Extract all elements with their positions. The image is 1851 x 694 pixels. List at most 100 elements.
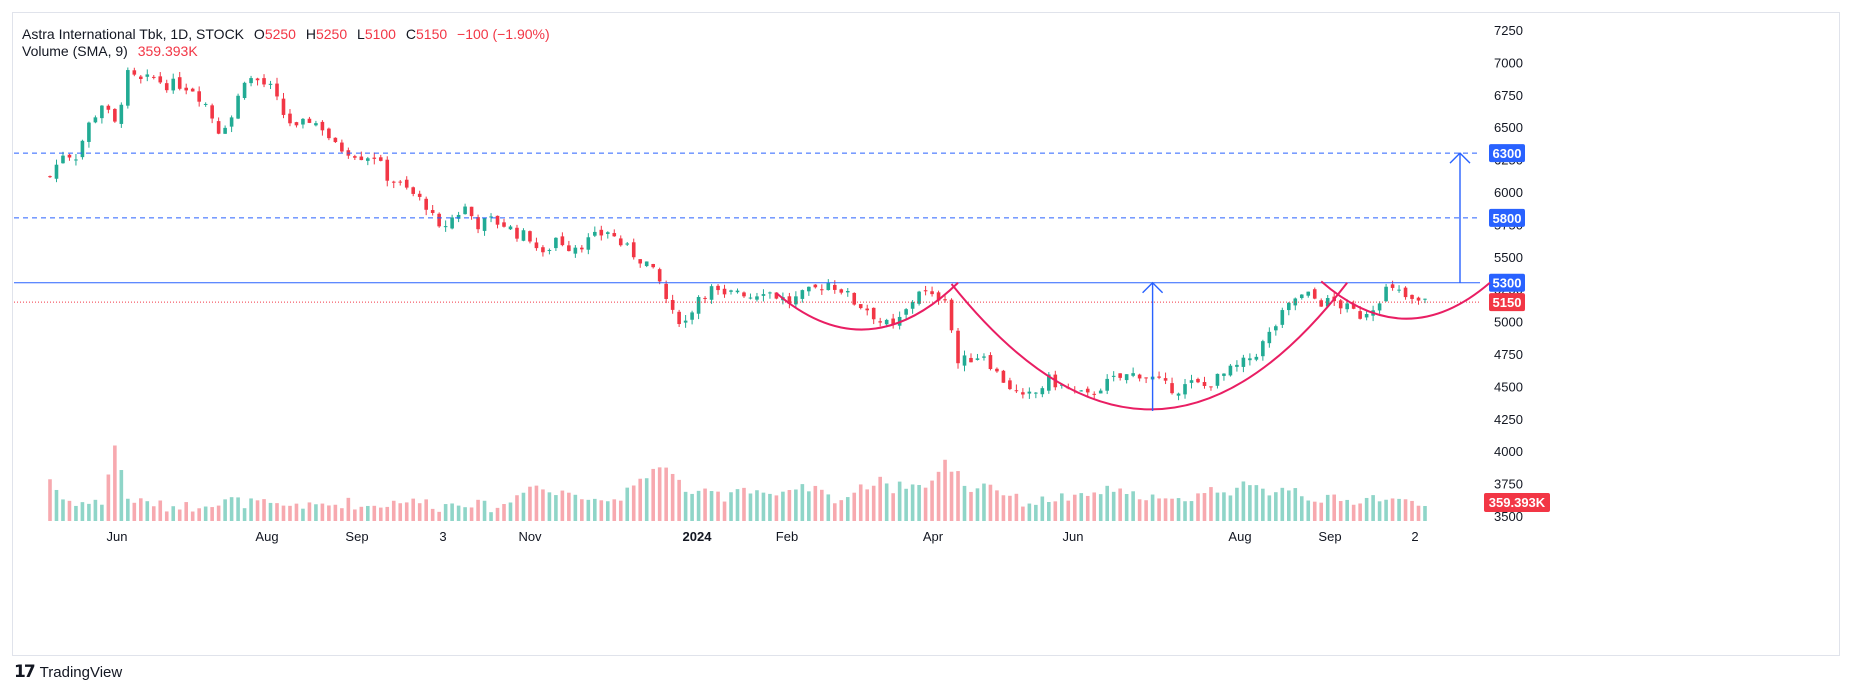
candle-body <box>430 210 435 213</box>
candle-body <box>398 181 403 183</box>
volume-bar <box>865 489 870 521</box>
candle-body <box>301 118 305 125</box>
candle-body <box>119 104 124 124</box>
volume-bar <box>832 503 837 521</box>
candle-body <box>631 242 636 258</box>
candle-body <box>340 142 344 152</box>
volume-bar <box>1027 503 1032 521</box>
price-tick-label: 7000 <box>1494 55 1523 70</box>
volume-bar <box>378 507 383 521</box>
candle-body <box>1261 341 1265 357</box>
volume-bar <box>943 459 947 521</box>
volume-bar <box>1131 491 1135 521</box>
candle-body <box>1377 303 1382 311</box>
candle-body <box>255 78 260 81</box>
volume-bar <box>139 498 143 521</box>
level-price-badge <box>1489 273 1525 292</box>
volume-bar <box>910 484 915 521</box>
candle-body <box>936 292 941 301</box>
volume-bar <box>1105 485 1109 521</box>
candle-body <box>1384 286 1388 302</box>
volume-bar <box>48 479 52 521</box>
volume-bar <box>495 507 500 521</box>
candle-body <box>1423 298 1427 300</box>
depth-arrow-head <box>1142 281 1164 294</box>
time-tick-label: 2 <box>1411 529 1418 544</box>
volume-bar <box>203 506 208 521</box>
candle-body <box>858 304 863 309</box>
volume-bar <box>80 502 85 521</box>
volume-bar <box>301 508 305 521</box>
volume-bar <box>171 506 176 521</box>
volume-bar <box>145 501 150 521</box>
candle-body <box>385 159 390 181</box>
candle-body <box>612 233 617 237</box>
volume-bar <box>1306 500 1311 521</box>
candle-body <box>489 216 493 218</box>
volume-bar <box>508 502 513 521</box>
candle-body <box>560 236 565 246</box>
candle-body <box>1306 291 1311 296</box>
volume-bar <box>1098 494 1103 521</box>
volume-bar <box>884 483 889 521</box>
volume-bar <box>307 502 312 521</box>
time-tick-label: Jun <box>1063 529 1084 544</box>
price-tick-label: 7250 <box>1494 23 1523 38</box>
volume-bar <box>294 503 299 521</box>
level-price-badge <box>1489 208 1525 227</box>
tradingview-logo[interactable]: 17 TradingView <box>14 662 122 682</box>
chart-panel[interactable] <box>12 12 1840 656</box>
volume-bar <box>385 506 390 521</box>
candle-body <box>768 292 772 294</box>
candle-body <box>709 286 714 300</box>
candle-body <box>956 330 960 364</box>
candle-body <box>605 232 610 234</box>
candle-body <box>826 283 831 291</box>
candle-body <box>1254 356 1259 360</box>
candle-body <box>884 319 889 325</box>
cup-and-handle-drawing <box>775 280 1491 411</box>
candle-body <box>327 128 331 139</box>
volume-bar <box>781 491 785 521</box>
volume-bar <box>560 490 565 521</box>
volume-bar <box>1228 495 1233 521</box>
candle-body <box>1416 297 1421 301</box>
candle-body <box>1397 289 1401 291</box>
candle-body <box>748 297 753 299</box>
last-volume-label: 359.393K <box>1489 495 1546 510</box>
volume-bar <box>151 506 156 521</box>
volume-bar <box>1286 490 1291 521</box>
volume-bars <box>48 445 1427 521</box>
candle-body <box>917 291 921 304</box>
candle-body <box>54 164 59 179</box>
symbol-title: Astra International Tbk, 1D, STOCK <box>22 26 245 42</box>
volume-bar <box>969 491 973 521</box>
change-value: −100 (−1.90%) <box>457 26 550 42</box>
time-tick-label: Aug <box>1228 529 1251 544</box>
candle-body <box>644 261 649 267</box>
volume-bar <box>164 511 169 521</box>
volume-bar <box>1345 499 1349 521</box>
candle-body <box>197 91 201 102</box>
volume-bar <box>61 499 65 521</box>
volume-bar <box>852 492 857 521</box>
volume-bar <box>742 487 746 521</box>
volume-bar <box>1202 493 1207 521</box>
candle-body <box>210 105 214 119</box>
volume-bar <box>404 502 409 521</box>
candle-body <box>307 118 312 123</box>
volume-bar <box>1403 499 1408 521</box>
candle-body <box>1085 388 1090 393</box>
volume-bar <box>346 497 351 521</box>
volume-bar <box>262 499 266 521</box>
candle-body <box>1312 289 1317 299</box>
price-tick-label: 4000 <box>1494 444 1523 459</box>
volume-bar <box>1325 494 1330 521</box>
candle-body <box>1170 383 1174 394</box>
volume-bar <box>1254 485 1259 521</box>
volume-bar <box>593 498 597 521</box>
volume-bar <box>1079 493 1084 521</box>
candle-body <box>482 218 487 231</box>
candle-body <box>288 113 292 124</box>
